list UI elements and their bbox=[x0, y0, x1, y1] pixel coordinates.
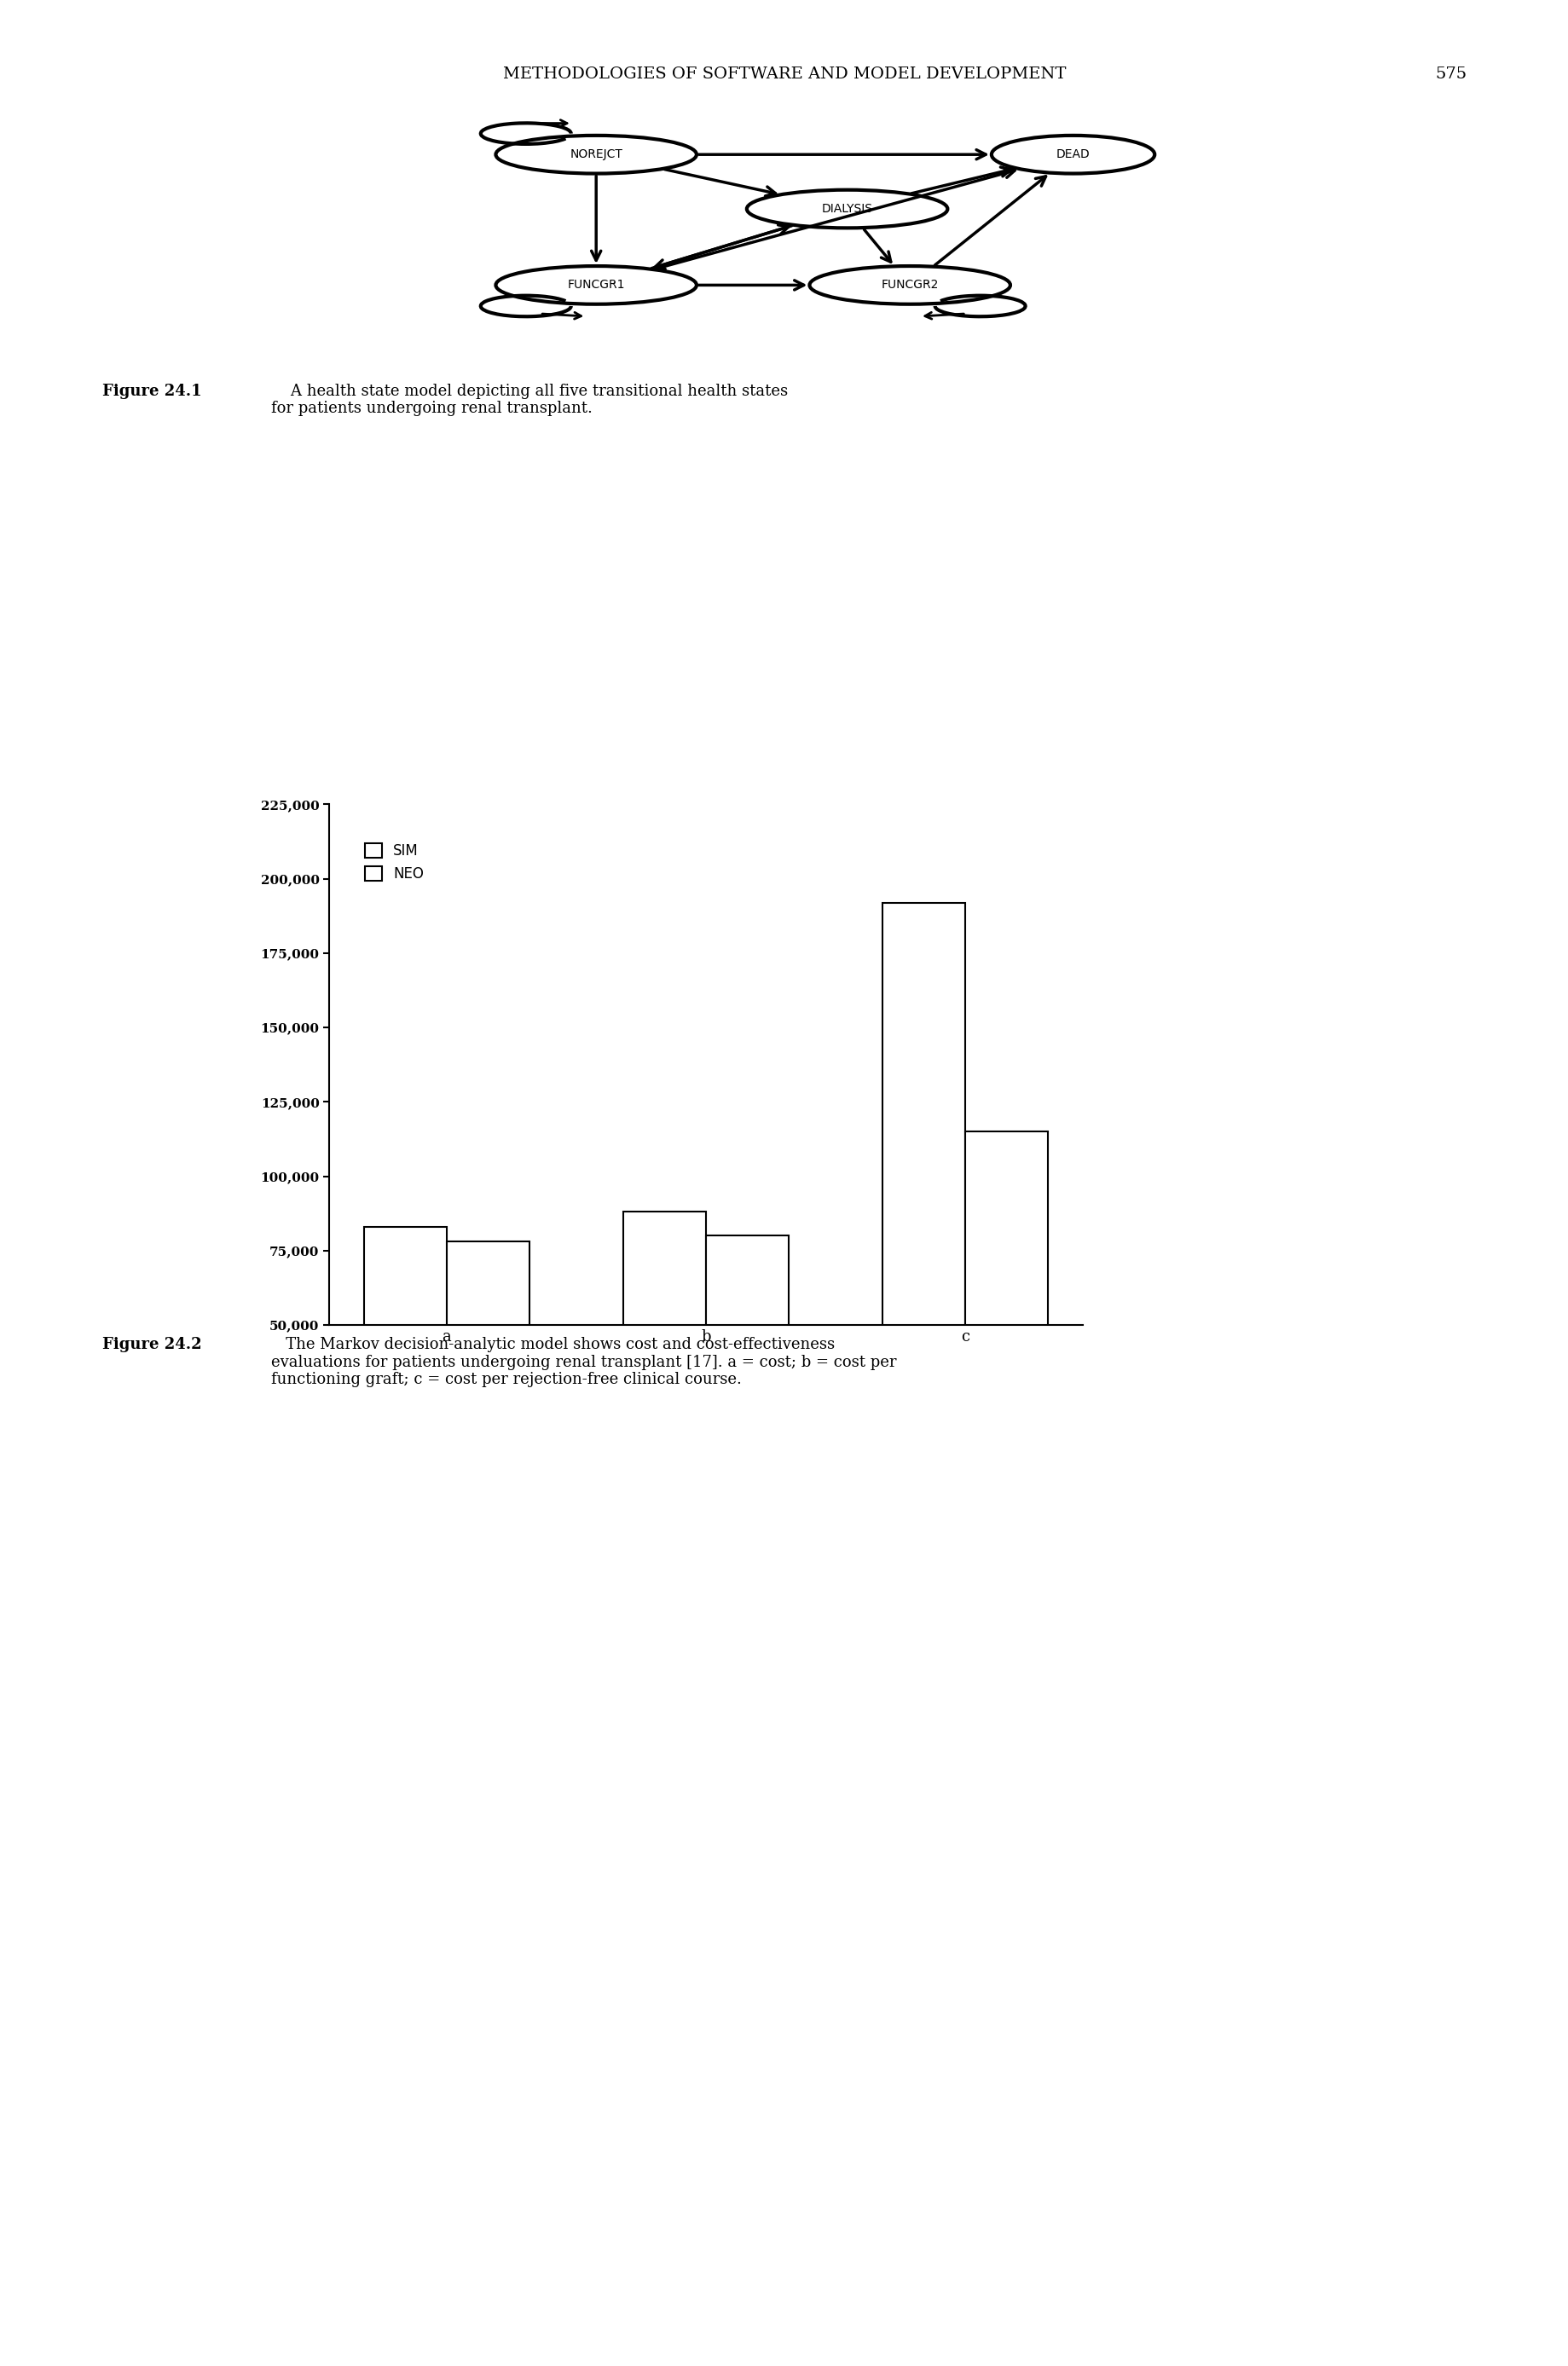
Bar bbox=[364, 1228, 447, 1474]
Text: Figure 24.2: Figure 24.2 bbox=[102, 1337, 201, 1351]
Text: DEAD: DEAD bbox=[1055, 149, 1090, 161]
Text: 575: 575 bbox=[1435, 66, 1466, 80]
Bar bbox=[447, 1242, 530, 1474]
Bar bbox=[622, 1211, 706, 1474]
Text: A health state model depicting all five transitional health states
for patients : A health state model depicting all five … bbox=[271, 383, 787, 416]
Text: NOREJCT: NOREJCT bbox=[569, 149, 622, 161]
Bar bbox=[964, 1131, 1047, 1474]
Text: METHODOLOGIES OF SOFTWARE AND MODEL DEVELOPMENT: METHODOLOGIES OF SOFTWARE AND MODEL DEVE… bbox=[503, 66, 1065, 80]
Text: FUNCGR1: FUNCGR1 bbox=[568, 279, 624, 291]
Bar bbox=[706, 1235, 789, 1474]
Text: DIALYSIS: DIALYSIS bbox=[822, 203, 872, 215]
Text: The Markov decision-analytic model shows cost and cost-effectiveness
evaluations: The Markov decision-analytic model shows… bbox=[271, 1337, 897, 1386]
Text: Figure 24.1: Figure 24.1 bbox=[102, 383, 201, 397]
Legend: SIM, NEO: SIM, NEO bbox=[359, 838, 430, 887]
Text: FUNCGR2: FUNCGR2 bbox=[881, 279, 938, 291]
Bar bbox=[881, 901, 964, 1474]
